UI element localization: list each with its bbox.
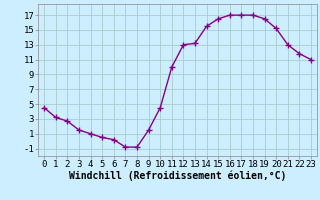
X-axis label: Windchill (Refroidissement éolien,°C): Windchill (Refroidissement éolien,°C) — [69, 171, 286, 181]
